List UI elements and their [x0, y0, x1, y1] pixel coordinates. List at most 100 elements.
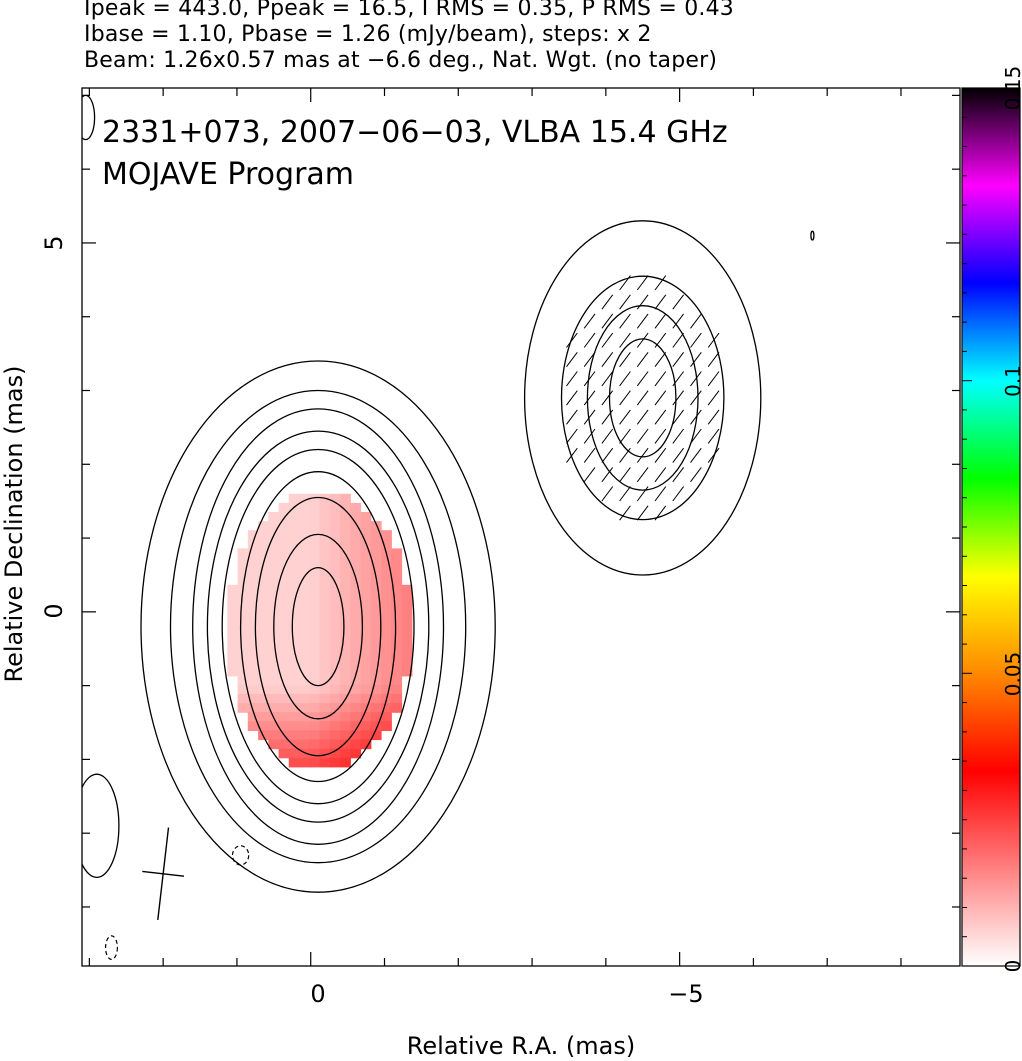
pol-pixel: [309, 548, 321, 559]
polarization-vector: [583, 351, 596, 368]
pol-pixel: [247, 694, 259, 704]
pol-pixel: [309, 557, 321, 568]
pol-pixel: [319, 621, 331, 631]
pol-pixel: [401, 612, 413, 622]
polarization-vector: [654, 505, 667, 521]
pol-pixel: [319, 584, 331, 595]
pol-pixel: [288, 730, 300, 741]
pol-pixel: [360, 530, 372, 540]
pol-pixel: [340, 530, 351, 540]
pol-pixel: [288, 593, 300, 604]
pol-pixel: [278, 675, 290, 686]
pol-pixel: [329, 521, 341, 531]
pol-pixel: [350, 603, 362, 613]
pol-pixel: [278, 657, 290, 668]
pol-pixel: [370, 666, 382, 677]
pol-pixel: [319, 639, 331, 650]
pol-pixel: [268, 675, 280, 686]
pol-pixel: [391, 566, 403, 577]
pol-pixel: [309, 694, 321, 704]
component-contour-1: [523, 220, 762, 576]
pol-pixel: [288, 557, 300, 568]
pol-pixel: [247, 648, 259, 659]
polarization-vector: [583, 313, 596, 329]
pol-pixel: [350, 712, 362, 722]
polarization-vector: [654, 275, 667, 291]
polarization-vector: [672, 390, 684, 406]
pol-pixel: [247, 684, 259, 695]
pol-pixel: [360, 512, 372, 522]
pol-pixel: [278, 539, 290, 549]
polarization-vector: [601, 447, 614, 463]
polarization-vector: [583, 371, 596, 387]
polarization-vector: [566, 409, 578, 425]
polarization-vector: [619, 486, 631, 502]
pol-pixel: [299, 575, 310, 586]
pol-pixel: [258, 566, 269, 577]
polarization-vector: [566, 351, 578, 368]
pol-pixel: [299, 684, 310, 695]
pol-pixel: [288, 493, 300, 504]
pol-pixel: [309, 630, 321, 640]
pol-pixel: [381, 557, 392, 568]
pol-pixel: [288, 521, 300, 531]
polarization-vector: [654, 390, 667, 406]
pol-pixel: [360, 575, 372, 586]
polarization-vector: [672, 409, 684, 425]
pol-pixel: [258, 694, 269, 704]
pol-pixel: [340, 603, 351, 613]
pol-pixel: [258, 575, 269, 586]
pol-pixel: [309, 584, 321, 595]
pol-pixel: [288, 630, 300, 640]
pol-pixel: [268, 639, 280, 650]
pol-pixel: [288, 694, 300, 704]
pol-pixel: [309, 612, 321, 622]
x-tick-label-0: 0: [310, 980, 325, 1008]
pol-pixel: [319, 684, 331, 695]
polarization-pixels: [227, 493, 413, 768]
colorbar-label-0-1: 0.1: [1001, 365, 1022, 397]
pol-pixel: [319, 575, 331, 586]
pol-pixel: [278, 694, 290, 704]
pol-pixel: [340, 612, 351, 622]
pol-pixel: [401, 593, 413, 604]
pol-pixel: [299, 621, 310, 631]
colorbar-ticks: [962, 87, 972, 967]
pol-pixel: [299, 639, 310, 650]
pol-pixel: [401, 648, 413, 659]
pol-pixel: [381, 603, 392, 613]
pol-pixel: [288, 512, 300, 522]
pol-pixel: [299, 566, 310, 577]
polarization-vector: [619, 409, 631, 425]
pol-pixel: [227, 621, 239, 631]
pol-pixel: [309, 603, 321, 613]
polarization-vector: [601, 351, 614, 368]
pol-pixel: [360, 621, 372, 631]
polarization-vector: [601, 294, 614, 310]
pol-pixel: [370, 603, 382, 613]
chart-title: 2331+073, 2007−06−03, VLBA 15.4 GHz: [102, 115, 728, 150]
pol-pixel: [299, 557, 310, 568]
polarization-vector: [619, 275, 631, 291]
pol-pixel: [381, 612, 392, 622]
pol-pixel: [391, 621, 403, 631]
pol-pixel: [350, 566, 362, 577]
polarization-vector: [707, 390, 720, 406]
pol-pixel: [247, 712, 259, 722]
polarization-vector: [636, 351, 649, 368]
pol-pixel: [360, 739, 372, 750]
pol-pixel: [370, 684, 382, 695]
pol-pixel: [401, 639, 413, 650]
polarization-vector: [654, 351, 667, 368]
polarization-vector: [672, 351, 684, 368]
polarization-vector: [707, 428, 720, 444]
pol-pixel: [391, 648, 403, 659]
pol-pixel: [340, 666, 351, 677]
pol-pixel: [309, 593, 321, 604]
pol-pixel: [227, 666, 239, 677]
pol-pixel: [360, 557, 372, 568]
pol-pixel: [237, 639, 249, 650]
pol-pixel: [247, 666, 259, 677]
pol-pixel: [299, 612, 310, 622]
polarization-vector: [690, 447, 702, 463]
